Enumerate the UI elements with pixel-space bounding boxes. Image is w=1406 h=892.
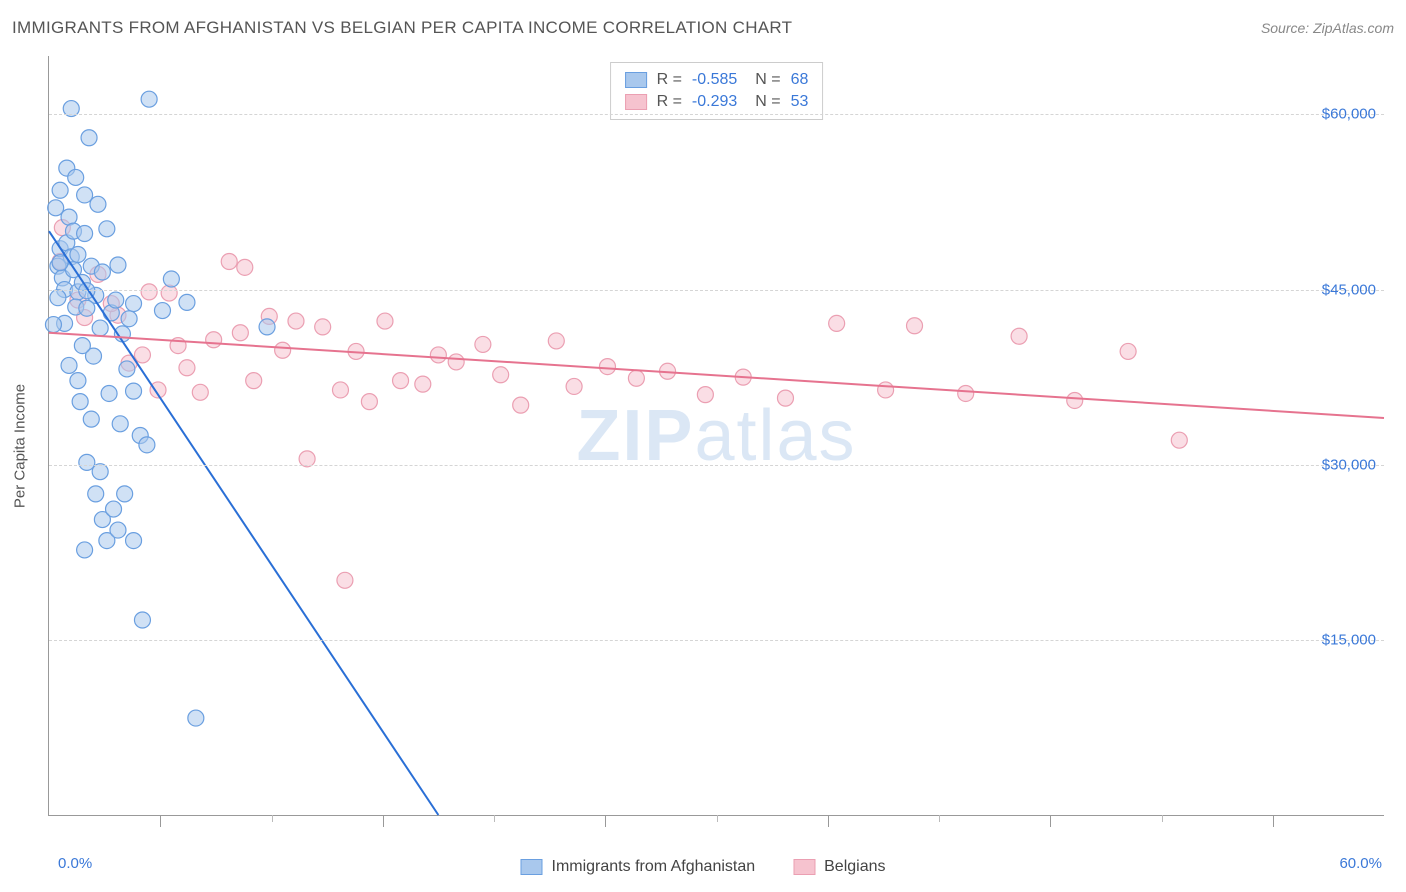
chart-header: IMMIGRANTS FROM AFGHANISTAN VS BELGIAN P… — [12, 18, 1394, 38]
legend-swatch-belgian-icon — [793, 859, 815, 875]
r-value-belgian: -0.293 — [692, 93, 737, 111]
y-tick-label: $60,000 — [1322, 106, 1376, 123]
legend-label-belgian: Belgians — [824, 858, 885, 876]
x-tick-major — [1050, 815, 1051, 827]
legend-swatch-afghan-icon — [520, 859, 542, 875]
x-tick-major — [605, 815, 606, 827]
y-tick-label: $45,000 — [1322, 281, 1376, 298]
x-tick-minor — [939, 815, 940, 822]
gridline — [49, 640, 1384, 641]
legend-label-afghan: Immigrants from Afghanistan — [551, 858, 755, 876]
x-tick-minor — [1162, 815, 1163, 822]
x-axis-min-label: 0.0% — [58, 855, 92, 872]
swatch-afghan-icon — [625, 72, 647, 88]
stats-legend: R = -0.585 N = 68 R = -0.293 N = 53 — [610, 62, 824, 120]
x-tick-minor — [717, 815, 718, 822]
x-tick-major — [828, 815, 829, 827]
x-tick-major — [160, 815, 161, 827]
x-axis-max-label: 60.0% — [1339, 855, 1382, 872]
r-value-afghan: -0.585 — [692, 71, 737, 89]
r-label: R = — [657, 71, 682, 89]
gridline — [49, 290, 1384, 291]
stats-row-afghan: R = -0.585 N = 68 — [625, 69, 809, 91]
n-value-belgian: 53 — [791, 93, 809, 111]
n-label: N = — [755, 71, 780, 89]
gridline — [49, 465, 1384, 466]
y-tick-label: $15,000 — [1322, 631, 1376, 648]
legend-item-belgian: Belgians — [793, 858, 885, 876]
series-legend: Immigrants from Afghanistan Belgians — [520, 858, 885, 876]
chart-title: IMMIGRANTS FROM AFGHANISTAN VS BELGIAN P… — [12, 18, 792, 38]
chart-canvas — [49, 56, 1384, 815]
x-tick-minor — [494, 815, 495, 822]
x-tick-major — [1273, 815, 1274, 827]
plot-area: ZIPatlas R = -0.585 N = 68 R = -0.293 N … — [48, 56, 1384, 816]
r-label: R = — [657, 93, 682, 111]
y-tick-label: $30,000 — [1322, 456, 1376, 473]
gridline — [49, 114, 1384, 115]
x-tick-major — [383, 815, 384, 827]
n-value-afghan: 68 — [791, 71, 809, 89]
y-axis-label: Per Capita Income — [12, 384, 29, 508]
n-label: N = — [755, 93, 780, 111]
stats-row-belgian: R = -0.293 N = 53 — [625, 91, 809, 113]
chart-source: Source: ZipAtlas.com — [1261, 20, 1394, 36]
swatch-belgian-icon — [625, 94, 647, 110]
legend-item-afghan: Immigrants from Afghanistan — [520, 858, 755, 876]
x-tick-minor — [272, 815, 273, 822]
